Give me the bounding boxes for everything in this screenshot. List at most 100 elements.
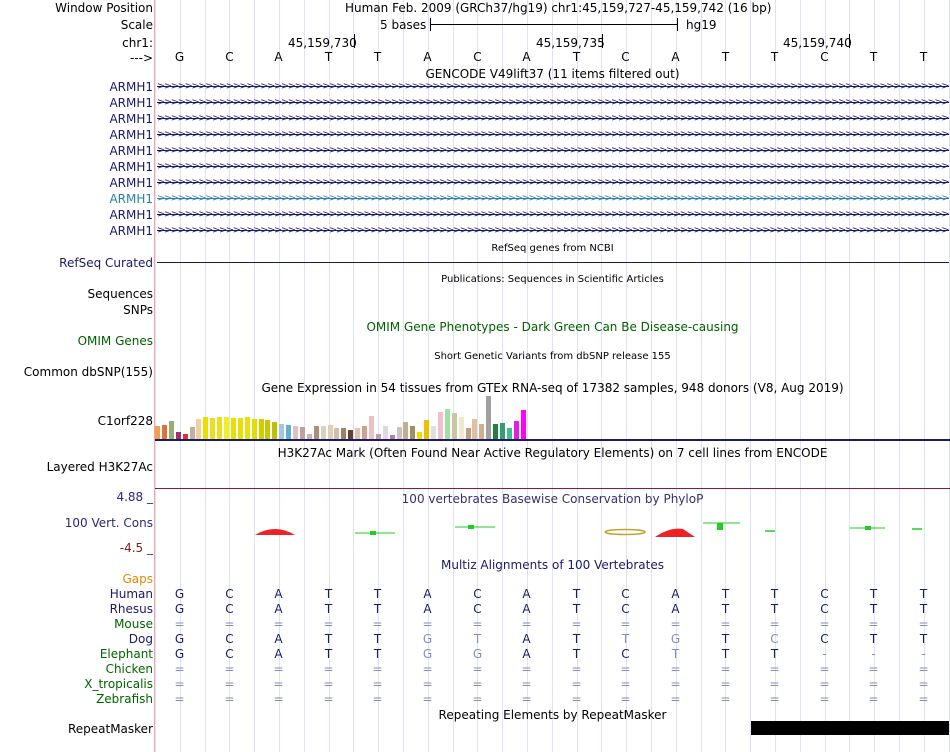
gtex-tissue-bar[interactable] — [252, 419, 257, 439]
gencode-item-label[interactable]: ARMH1 — [109, 144, 153, 158]
snps-label[interactable]: SNPs — [123, 303, 153, 317]
gtex-tissue-bar[interactable] — [224, 417, 229, 439]
gtex-tissue-bar[interactable] — [259, 419, 264, 439]
gtex-tissue-bar[interactable] — [196, 419, 201, 439]
multiz-species-label[interactable]: X_tropicalis — [84, 677, 153, 691]
gtex-tissue-bar[interactable] — [424, 420, 429, 439]
gtex-tissue-bar[interactable] — [355, 428, 360, 439]
gtex-tissue-bar[interactable] — [334, 428, 339, 439]
refseq-label[interactable]: RefSeq Curated — [59, 256, 153, 270]
gtex-tissue-bar[interactable] — [169, 421, 174, 439]
gaps-label[interactable]: Gaps — [122, 572, 153, 586]
gtex-tissue-bar[interactable] — [286, 425, 291, 439]
gtex-tissue-bar[interactable] — [417, 432, 422, 439]
gtex-tissue-bar[interactable] — [328, 425, 333, 439]
omim-title[interactable]: OMIM Gene Phenotypes - Dark Green Can Be… — [366, 320, 739, 334]
gtex-tissue-bar[interactable] — [203, 417, 208, 439]
gtex-tissue-bar[interactable] — [390, 435, 395, 439]
gtex-tissue-bar[interactable] — [438, 412, 443, 439]
gtex-tissue-bar[interactable] — [397, 427, 402, 439]
phylop-label[interactable]: 100 Vert. Cons — [64, 516, 153, 530]
gtex-tissue-bar[interactable] — [183, 434, 188, 439]
gtex-tissue-bar[interactable] — [210, 418, 215, 439]
gencode-transcript-line[interactable] — [157, 118, 949, 119]
gtex-tissue-bar[interactable] — [307, 434, 312, 439]
gtex-tissue-bar[interactable] — [231, 418, 236, 439]
multiz-species-label[interactable]: Elephant — [99, 647, 153, 661]
gtex-tissue-bar[interactable] — [514, 421, 519, 439]
gencode-item-label[interactable]: ARMH1 — [109, 192, 153, 206]
multiz-species-label[interactable]: Human — [109, 587, 153, 601]
gtex-tissue-bar[interactable] — [217, 417, 222, 439]
gtex-tissue-bar[interactable] — [300, 427, 305, 439]
dbsnp-label[interactable]: Common dbSNP(155) — [23, 365, 153, 379]
gtex-tissue-bar[interactable] — [321, 426, 326, 439]
multiz-species-label[interactable]: Dog — [128, 632, 153, 646]
gtex-tissue-bar[interactable] — [486, 396, 491, 439]
multiz-species-label[interactable]: Zebrafish — [96, 692, 153, 706]
repeatmasker-title[interactable]: Repeating Elements by RepeatMasker — [438, 708, 667, 722]
gtex-tissue-bar[interactable] — [431, 426, 436, 439]
gtex-tissue-bar[interactable] — [362, 426, 367, 439]
sequences-label[interactable]: Sequences — [87, 287, 153, 301]
gencode-transcript-line[interactable] — [157, 230, 949, 231]
gencode-transcript-line[interactable] — [157, 198, 949, 199]
multiz-species-label[interactable]: Rhesus — [109, 602, 153, 616]
gencode-item-label[interactable]: ARMH1 — [109, 128, 153, 142]
gtex-bar-chart[interactable] — [155, 395, 950, 439]
multiz-species-label[interactable]: Mouse — [114, 617, 153, 631]
phylop-title[interactable]: 100 vertebrates Basewise Conservation by… — [401, 492, 704, 506]
gencode-transcript-line[interactable] — [157, 214, 949, 215]
gencode-item-label[interactable]: ARMH1 — [109, 176, 153, 190]
h3k27ac-title[interactable]: H3K27Ac Mark (Often Found Near Active Re… — [277, 446, 828, 460]
multiz-species-label[interactable]: Chicken — [105, 662, 153, 676]
gencode-transcript-line[interactable] — [157, 134, 949, 135]
gtex-tissue-bar[interactable] — [238, 418, 243, 439]
gtex-tissue-bar[interactable] — [507, 428, 512, 439]
dbsnp-title[interactable]: Short Genetic Variants from dbSNP releas… — [434, 351, 671, 362]
window-position-value[interactable]: Human Feb. 2009 (GRCh37/hg19) chr1:45,15… — [345, 1, 772, 15]
multiz-title[interactable]: Multiz Alignments of 100 Vertebrates — [440, 558, 665, 572]
gencode-item-label[interactable]: ARMH1 — [109, 208, 153, 222]
gtex-tissue-bar[interactable] — [265, 420, 270, 439]
gencode-transcript-line[interactable] — [157, 182, 949, 183]
gencode-transcript-line[interactable] — [157, 86, 949, 87]
gtex-gene-label[interactable]: C1orf228 — [97, 414, 153, 428]
gtex-tissue-bar[interactable] — [293, 426, 298, 439]
gtex-tissue-bar[interactable] — [348, 430, 353, 439]
gencode-title[interactable]: GENCODE V49lift37 (11 items filtered out… — [425, 67, 680, 81]
gencode-item-label[interactable]: ARMH1 — [109, 112, 153, 126]
omim-label[interactable]: OMIM Genes — [77, 334, 153, 348]
gtex-tissue-bar[interactable] — [452, 413, 457, 439]
gtex-tissue-bar[interactable] — [410, 426, 415, 439]
gtex-tissue-bar[interactable] — [341, 428, 346, 439]
gtex-tissue-bar[interactable] — [383, 426, 388, 439]
gtex-tissue-bar[interactable] — [521, 410, 526, 439]
refseq-gene-line[interactable] — [157, 262, 949, 263]
gtex-tissue-bar[interactable] — [500, 423, 505, 439]
gtex-tissue-bar[interactable] — [162, 425, 167, 439]
gtex-tissue-bar[interactable] — [272, 422, 277, 439]
gtex-tissue-bar[interactable] — [155, 426, 160, 439]
gencode-transcript-line[interactable] — [157, 150, 949, 151]
gtex-tissue-bar[interactable] — [472, 419, 477, 439]
publications-title[interactable]: Publications: Sequences in Scientific Ar… — [441, 274, 664, 285]
gencode-transcript-line[interactable] — [157, 166, 949, 167]
gtex-tissue-bar[interactable] — [466, 428, 471, 439]
gencode-item-label[interactable]: ARMH1 — [109, 96, 153, 110]
gtex-tissue-bar[interactable] — [479, 424, 484, 439]
gtex-tissue-bar[interactable] — [376, 434, 381, 439]
h3k27ac-label[interactable]: Layered H3K27Ac — [46, 460, 153, 474]
gtex-tissue-bar[interactable] — [445, 409, 450, 439]
gtex-tissue-bar[interactable] — [493, 424, 498, 439]
repeatmasker-label[interactable]: RepeatMasker — [67, 722, 153, 736]
phylop-signal[interactable] — [155, 515, 950, 545]
gencode-item-label[interactable]: ARMH1 — [109, 160, 153, 174]
gtex-tissue-bar[interactable] — [459, 417, 464, 439]
gtex-tissue-bar[interactable] — [245, 417, 250, 439]
gtex-tissue-bar[interactable] — [403, 422, 408, 439]
gtex-tissue-bar[interactable] — [176, 432, 181, 439]
gtex-tissue-bar[interactable] — [279, 424, 284, 439]
gtex-tissue-bar[interactable] — [314, 426, 319, 439]
gtex-title[interactable]: Gene Expression in 54 tissues from GTEx … — [261, 381, 844, 395]
